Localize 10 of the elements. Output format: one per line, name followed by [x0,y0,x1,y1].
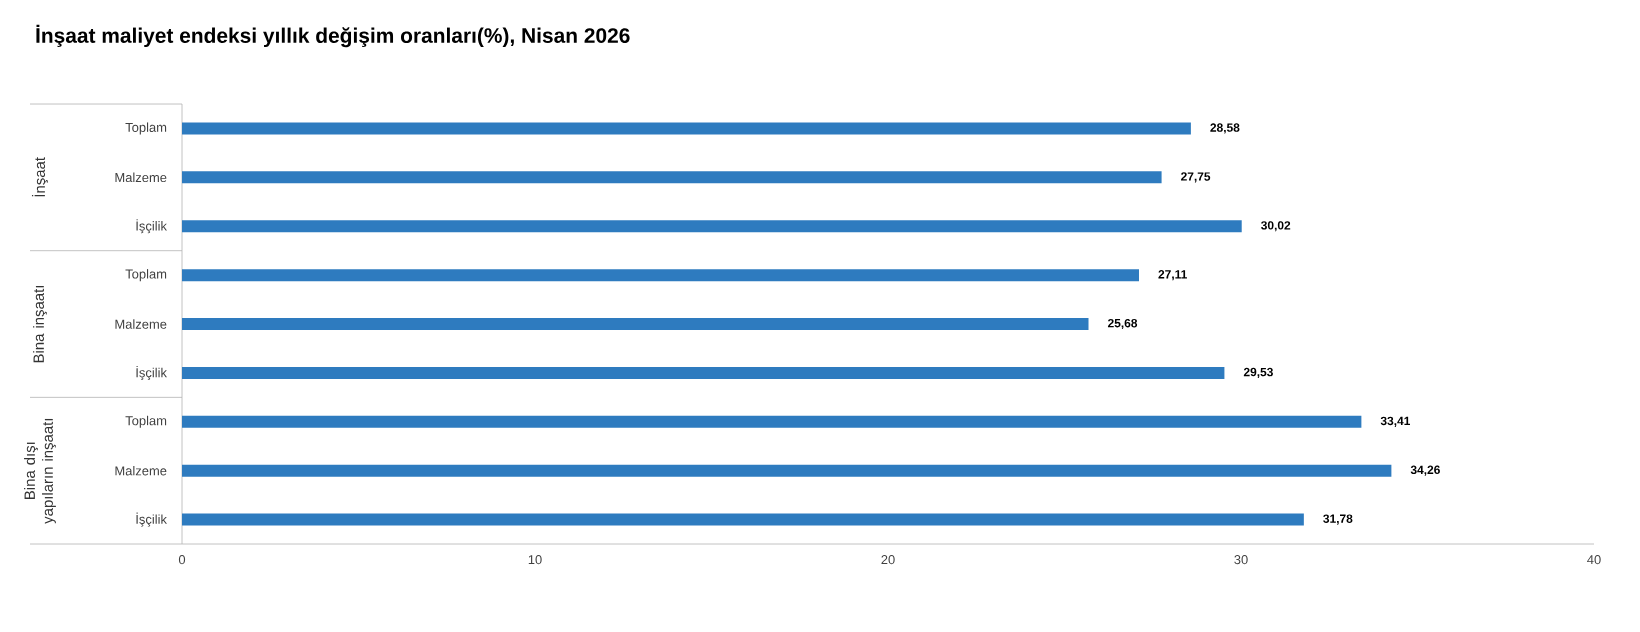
bar [182,171,1162,184]
bar [182,513,1304,526]
bar [182,318,1089,331]
chart-title: İnşaat maliyet endeksi yıllık değişim oranları(%), Nisan 2026 [36,24,630,48]
bar [182,122,1191,135]
bar [182,269,1139,282]
bar [182,415,1362,428]
bar [182,366,1225,379]
bar [182,220,1242,233]
bar [182,464,1392,477]
